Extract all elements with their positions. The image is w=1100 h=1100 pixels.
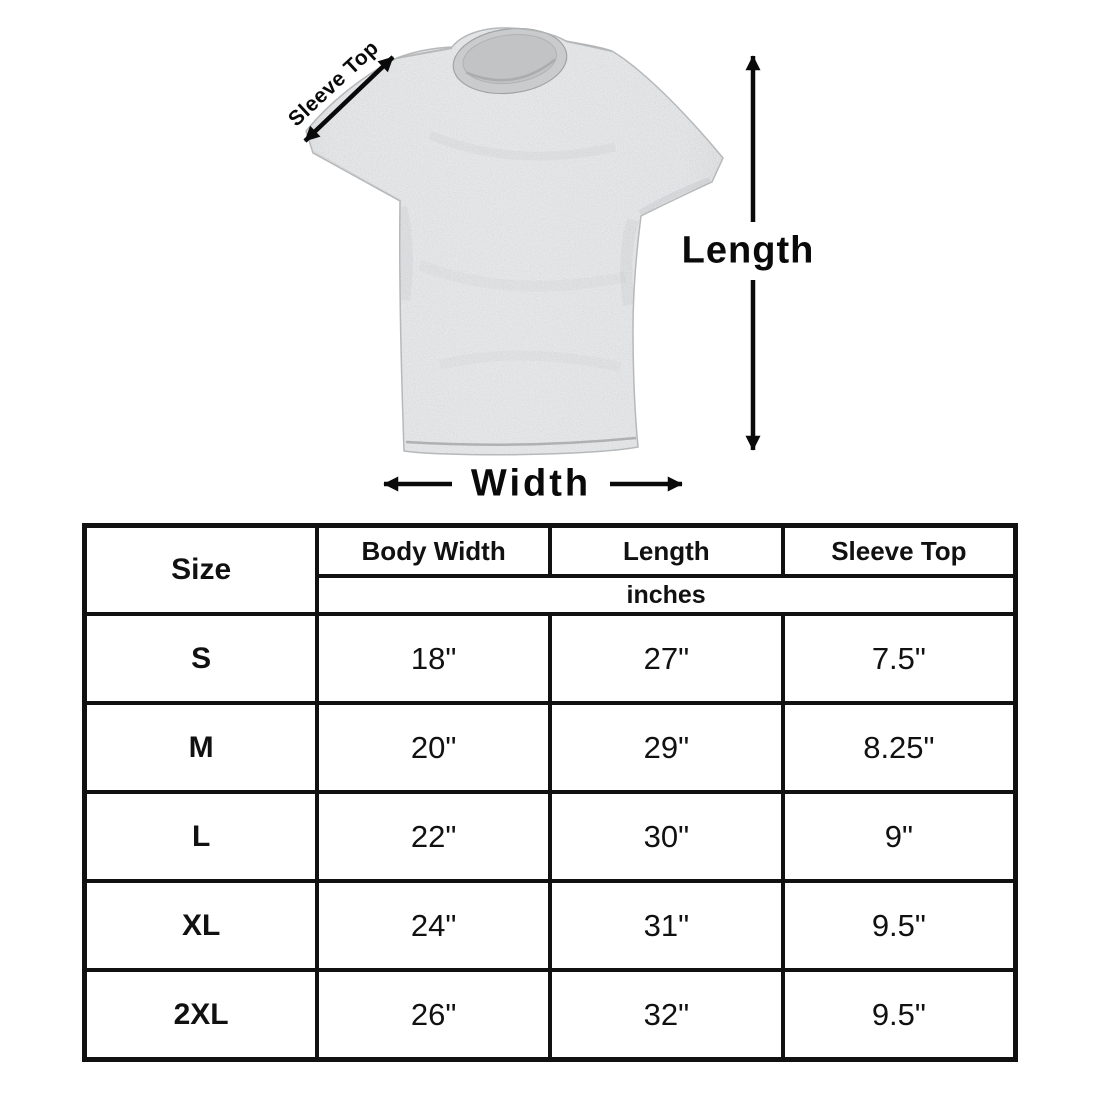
unit-label: inches	[315, 574, 1018, 616]
table-row: 2XL 26" 32" 9.5"	[82, 968, 1018, 1062]
length-value: 31"	[548, 879, 785, 972]
body-width-value: 26"	[315, 968, 552, 1062]
tshirt-collar	[452, 27, 568, 95]
table-row: S 18" 27" 7.5"	[82, 612, 1018, 705]
length-value: 32"	[548, 968, 785, 1062]
sleeve-top-value: 8.25"	[780, 701, 1018, 794]
table-row: L 22" 30" 9"	[82, 790, 1018, 883]
length-value: 30"	[548, 790, 785, 883]
size-label: XL	[82, 879, 320, 972]
sleeve-top-value: 9.5"	[780, 879, 1018, 972]
table-header-row: Size Body Width Length Sleeve Top	[82, 523, 1018, 616]
body-width-column-header: Body Width	[315, 523, 552, 578]
table-row: XL 24" 31" 9.5"	[82, 879, 1018, 972]
body-width-value: 18"	[315, 612, 552, 705]
size-label: 2XL	[82, 968, 320, 1062]
width-label: Width	[470, 462, 592, 505]
sleeve-top-value: 9"	[780, 790, 1018, 883]
size-label: S	[82, 612, 320, 705]
size-column-header: Size	[82, 523, 320, 616]
length-value: 29"	[548, 701, 785, 794]
table-unit-row: inches	[85, 574, 1018, 616]
sleeve-top-value: 7.5"	[780, 612, 1018, 705]
size-table: Size Body Width Length Sleeve Top inches…	[82, 523, 1018, 1062]
length-value: 27"	[548, 612, 785, 705]
table-row: M 20" 29" 8.25"	[82, 701, 1018, 794]
body-width-value: 22"	[315, 790, 552, 883]
size-label: M	[82, 701, 320, 794]
body-width-value: 24"	[315, 879, 552, 972]
size-label: L	[82, 790, 320, 883]
length-label: Length	[681, 229, 815, 272]
sleeve-top-value: 9.5"	[780, 968, 1018, 1062]
length-column-header: Length	[548, 523, 785, 578]
body-width-value: 20"	[315, 701, 552, 794]
sleeve-top-column-header: Sleeve Top	[780, 523, 1018, 578]
